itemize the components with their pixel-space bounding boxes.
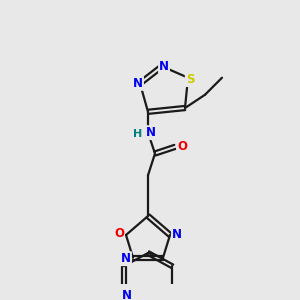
Text: N: N — [121, 252, 131, 265]
Text: N: N — [146, 126, 156, 139]
Text: O: O — [114, 226, 124, 240]
Text: O: O — [177, 140, 187, 153]
Text: N: N — [122, 289, 132, 300]
Text: N: N — [159, 60, 169, 73]
Text: N: N — [172, 227, 182, 241]
Text: N: N — [133, 77, 143, 90]
Text: S: S — [186, 73, 194, 86]
Text: H: H — [134, 129, 142, 139]
